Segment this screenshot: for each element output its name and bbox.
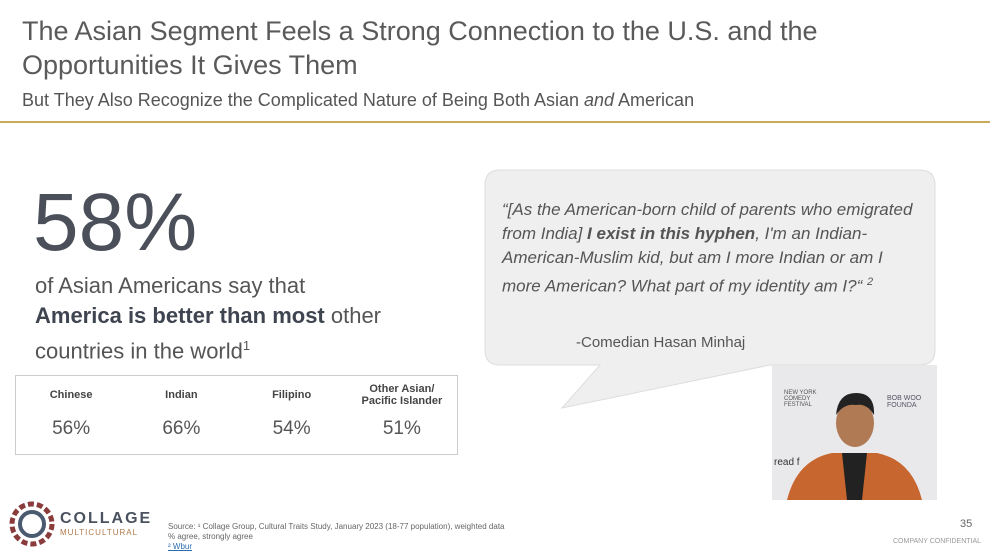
photo: NEW YORK COMEDY FESTIVAL BOB WOO FOUNDA … bbox=[772, 365, 937, 500]
table-body: Chinese 56% Indian 66% Filipino 54% Other Asia… bbox=[16, 376, 457, 454]
speech-bubble bbox=[484, 169, 936, 409]
subtitle: But They Also Recognize the Complicated … bbox=[22, 90, 694, 111]
source-line: % agree, strongly agree bbox=[168, 532, 253, 541]
photo-text: BOB WOO FOUNDA bbox=[887, 395, 922, 409]
logo-name: COLLAGE bbox=[60, 510, 153, 527]
quote: “[As the American-born child of parents … bbox=[502, 198, 922, 299]
table-column: Other Asian/ Pacific Islander 51% bbox=[347, 376, 457, 454]
table-cell: 66% bbox=[162, 418, 201, 439]
attribution: -Comedian Hasan Minhaj bbox=[576, 334, 746, 351]
subtitle-italic: and bbox=[584, 90, 615, 110]
subtitle-text: But They Also Recognize the Complicated … bbox=[22, 90, 584, 110]
title: The Asian Segment Feels a Strong Connect… bbox=[22, 16, 818, 80]
quote-bold: I exist in this hyphen bbox=[587, 224, 756, 243]
stat-text: countries in the world bbox=[35, 338, 243, 364]
table-header: Other Asian/ Pacific Islander bbox=[361, 383, 443, 407]
confidential: COMPANY CONFIDENTIAL bbox=[893, 538, 982, 545]
stat-line: of Asian Americans say that bbox=[35, 273, 306, 298]
table-cell: 54% bbox=[272, 418, 311, 439]
table-header: Chinese bbox=[49, 389, 93, 401]
photo-text: NEW YORK COMEDY FESTIVAL bbox=[784, 390, 817, 408]
stat-text: of Asian Americans say that America is b… bbox=[35, 271, 455, 366]
divider bbox=[0, 121, 990, 123]
source-line: Source: ¹ Collage Group, Cultural Traits… bbox=[168, 522, 505, 531]
table-cell: 56% bbox=[52, 418, 91, 439]
footnote-ref: 1 bbox=[242, 338, 251, 353]
logo-mark bbox=[9, 501, 55, 547]
logo-tagline: MULTICULTURAL bbox=[60, 528, 139, 537]
footnote-ref: 2 bbox=[867, 276, 874, 288]
table-column: Filipino 54% bbox=[237, 376, 347, 454]
quote-text: , I'm an Indian-American-Muslim kid, but… bbox=[502, 224, 883, 296]
table-header: Filipino bbox=[272, 389, 312, 401]
table-header: Indian bbox=[165, 389, 198, 401]
stat-bold: America is better than most bbox=[35, 303, 325, 328]
stat-text: other bbox=[324, 303, 382, 328]
bubble-shape bbox=[484, 169, 936, 409]
table: Chinese 56% Indian 66% Filipino 54% Other Asia… bbox=[15, 375, 458, 455]
source-link[interactable]: ² Wbur bbox=[168, 542, 192, 551]
page-number: 35 bbox=[960, 518, 973, 530]
photo-text: read f bbox=[774, 457, 800, 468]
quote-text: “[As the American-born child of parents … bbox=[502, 200, 913, 243]
subtitle-text: American bbox=[614, 90, 695, 110]
table-cell: 51% bbox=[382, 418, 421, 439]
source: Source: ¹ Collage Group, Cultural Traits… bbox=[168, 522, 505, 552]
table-column: Chinese 56% bbox=[16, 376, 126, 454]
table-column: Indian 66% bbox=[126, 376, 236, 454]
stat-line: America is better than most other bbox=[35, 301, 455, 331]
person bbox=[787, 393, 922, 500]
stat-line: countries in the world1 bbox=[35, 331, 455, 366]
stat-value: 58% bbox=[33, 177, 198, 268]
